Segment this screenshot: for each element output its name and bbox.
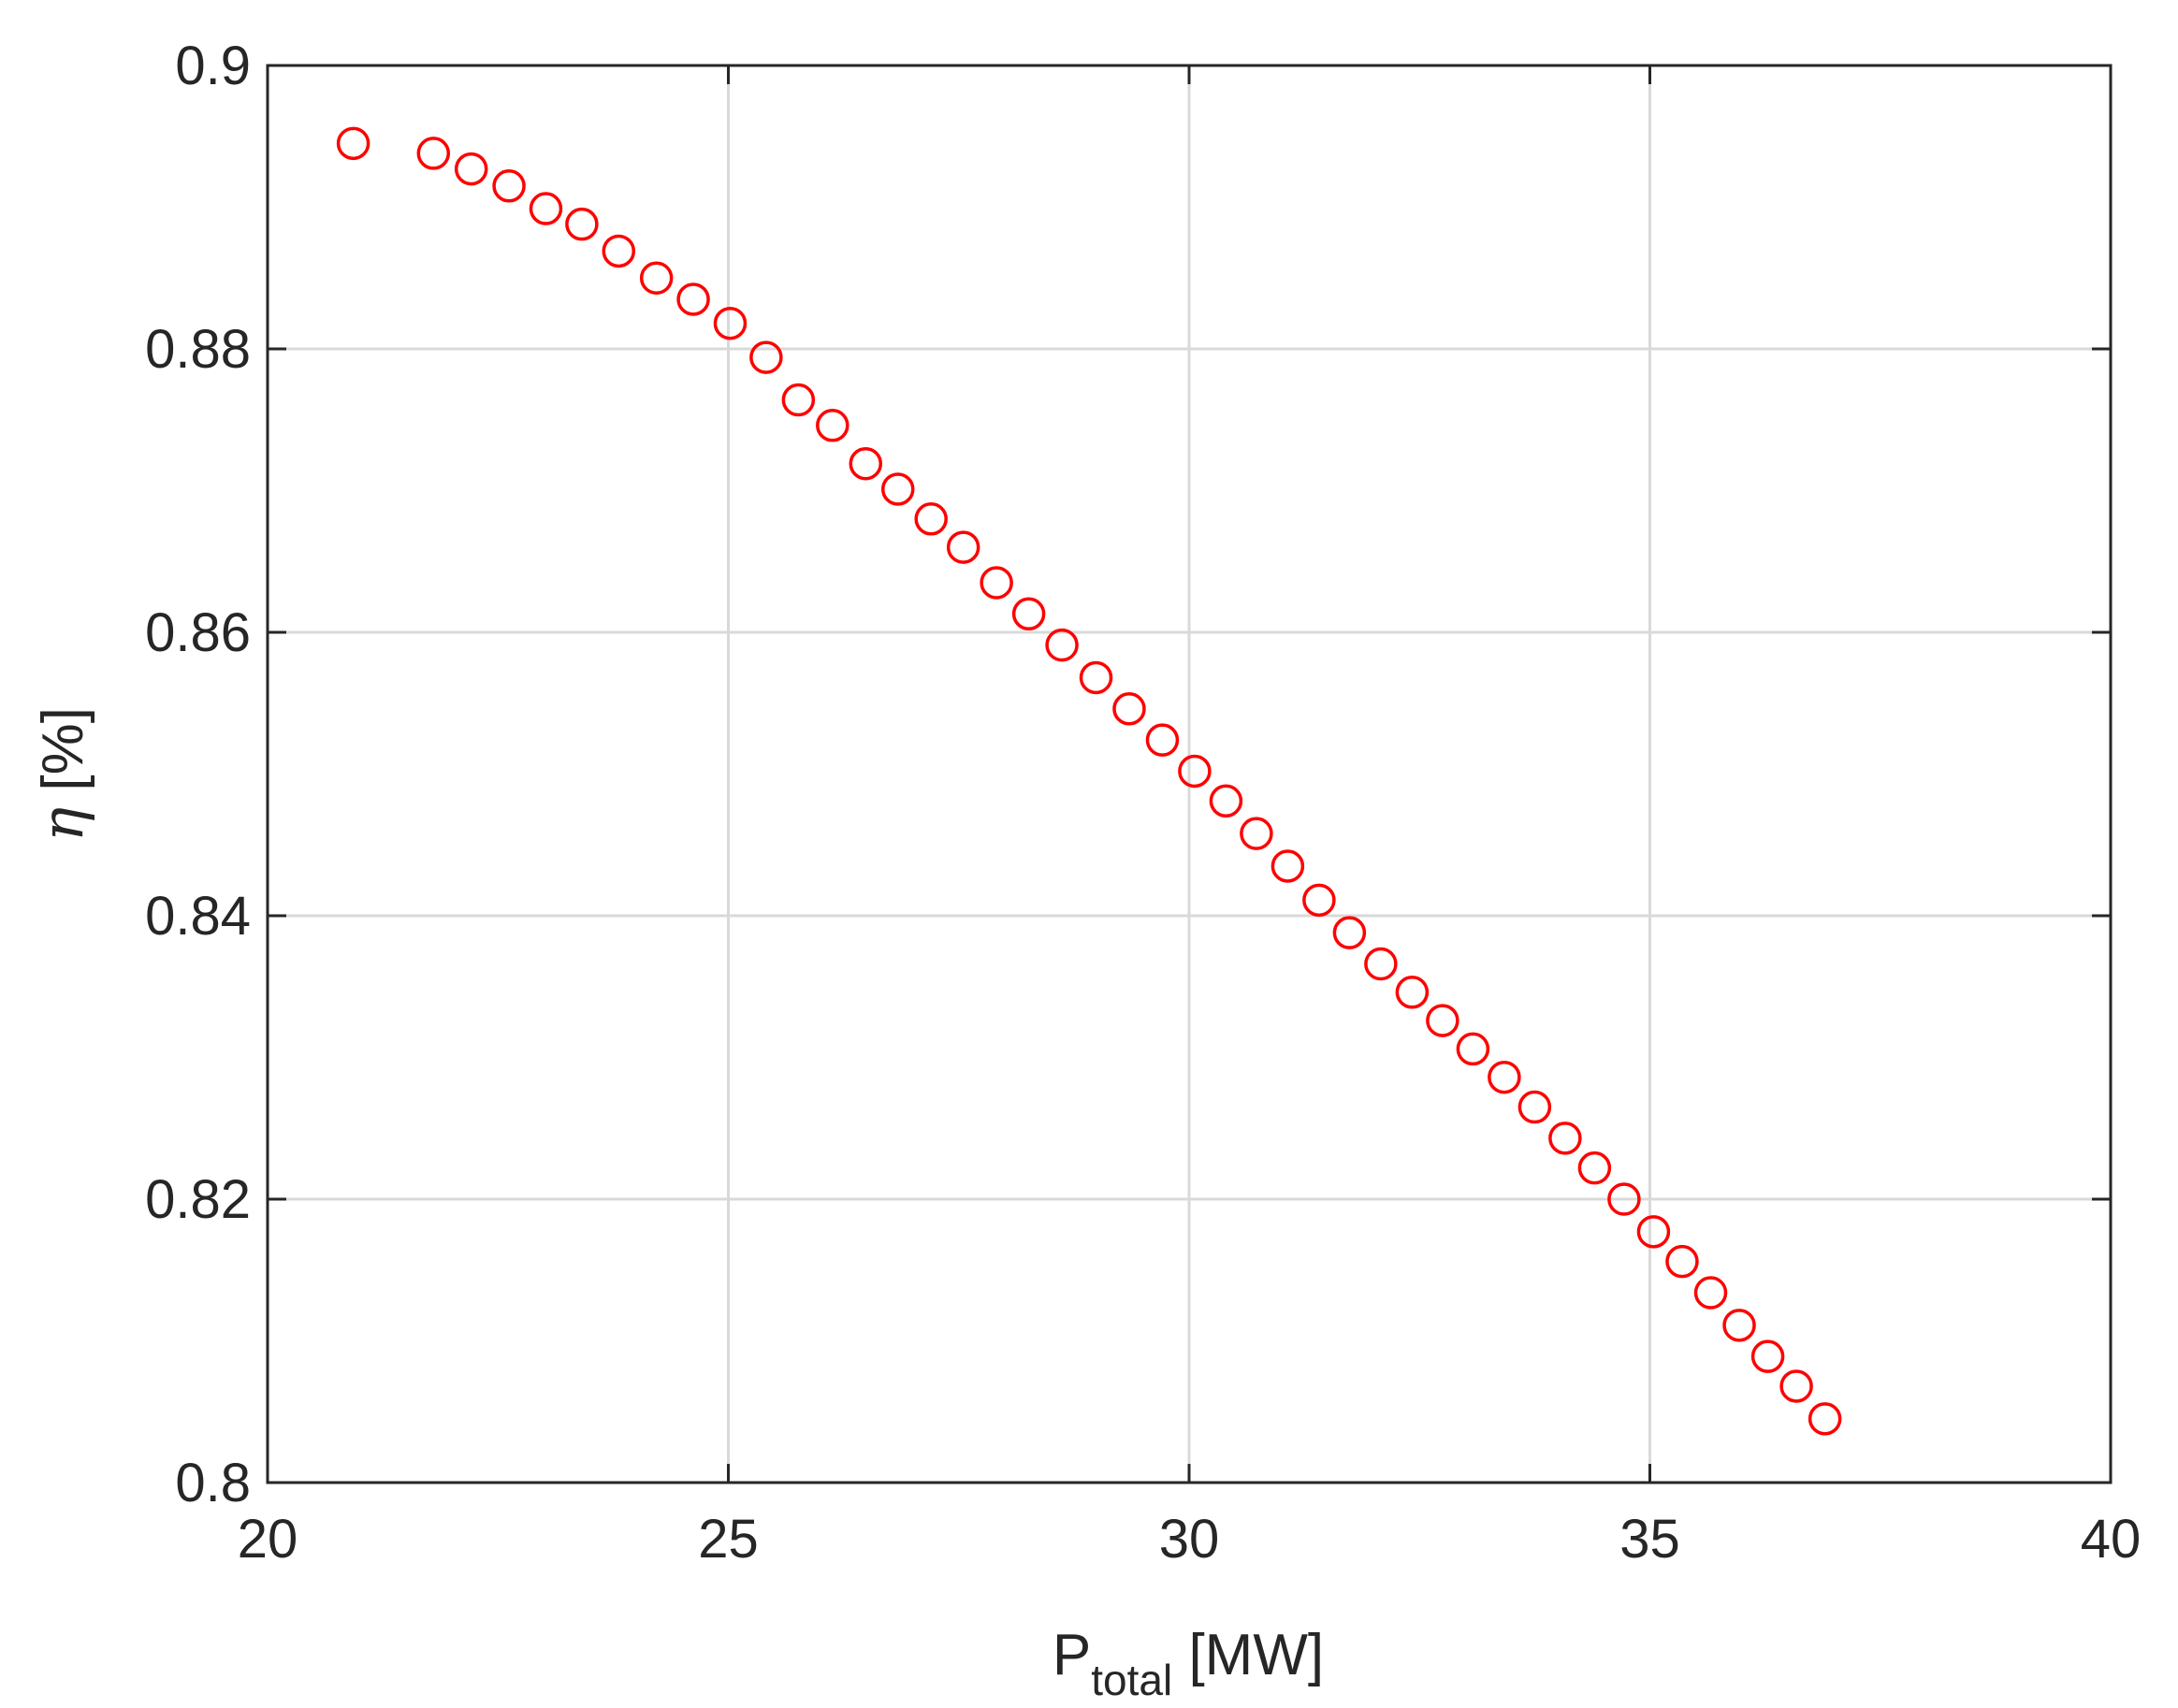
data-point (1693, 1276, 1728, 1310)
x-tick-label: 35 (1619, 1509, 1680, 1570)
y-tick-label: 0.82 (145, 1169, 251, 1230)
data-point (1364, 947, 1398, 981)
data-point (1332, 916, 1367, 949)
data-point (1750, 1339, 1785, 1373)
y-axis-label-symbol: η (28, 807, 96, 842)
data-point (1456, 1032, 1490, 1066)
data-point (492, 169, 526, 203)
data-point (1808, 1402, 1842, 1436)
data-point (781, 383, 816, 417)
data-point (1577, 1151, 1612, 1185)
data-point (1665, 1244, 1699, 1279)
data-point (1548, 1122, 1582, 1155)
y-tick-labels: 0.8 0.82 0.84 0.86 0.88 0.9 (145, 36, 251, 1513)
data-point (980, 566, 1013, 600)
data-point (1209, 784, 1243, 818)
y-tick-label: 0.8 (175, 1453, 251, 1513)
data-point (416, 137, 451, 170)
data-point (1270, 849, 1305, 883)
y-tick-label: 0.88 (145, 319, 251, 380)
x-tick-label: 30 (1159, 1509, 1220, 1570)
data-point (1488, 1060, 1521, 1094)
x-tick-label: 25 (698, 1509, 759, 1570)
plot-frame (266, 64, 2113, 1484)
data-point (1145, 723, 1180, 757)
data-point (639, 261, 674, 295)
data-point (1779, 1369, 1813, 1403)
x-axis-label-subscript: total (1091, 1656, 1172, 1704)
data-point (565, 207, 599, 241)
data-point (1426, 1004, 1459, 1037)
data-point (914, 502, 948, 536)
x-axis-label-unit: [MW] (1172, 1623, 1324, 1687)
data-point (713, 306, 748, 340)
y-axis-label: η [%] (28, 707, 96, 842)
data-point (602, 234, 636, 268)
y-tick-label: 0.86 (145, 602, 251, 663)
data-point (1302, 883, 1336, 918)
data-point (1112, 692, 1146, 726)
y-axis-label-unit: [%] (31, 707, 95, 807)
data-point (1517, 1090, 1552, 1124)
data-point (1045, 628, 1079, 662)
data-point (849, 446, 883, 481)
data-point (1240, 817, 1273, 850)
data-point (1178, 754, 1212, 789)
y-tick-label: 0.84 (145, 886, 251, 947)
data-point (676, 282, 710, 316)
grid-lines (268, 65, 2111, 1483)
data-point (1636, 1215, 1671, 1249)
data-point (1607, 1182, 1641, 1216)
x-tick-label: 20 (238, 1509, 298, 1570)
data-point (749, 340, 783, 374)
data-point (946, 530, 980, 564)
x-tick-label: 40 (2081, 1509, 2142, 1570)
x-axis-label: Ptotal [MW] (1053, 1623, 1324, 1704)
data-points (336, 126, 1842, 1436)
data-point (816, 409, 849, 442)
data-point (454, 152, 488, 186)
data-point (1722, 1309, 1756, 1342)
y-tick-label: 0.9 (175, 36, 251, 96)
x-tick-labels: 20 25 30 35 40 (238, 1509, 2142, 1570)
data-point (880, 472, 915, 506)
data-point (1079, 660, 1113, 695)
data-point (336, 126, 370, 161)
data-point (1395, 976, 1430, 1009)
x-axis-label-main: P (1053, 1623, 1091, 1687)
data-point (529, 192, 563, 225)
data-point (1011, 597, 1046, 631)
